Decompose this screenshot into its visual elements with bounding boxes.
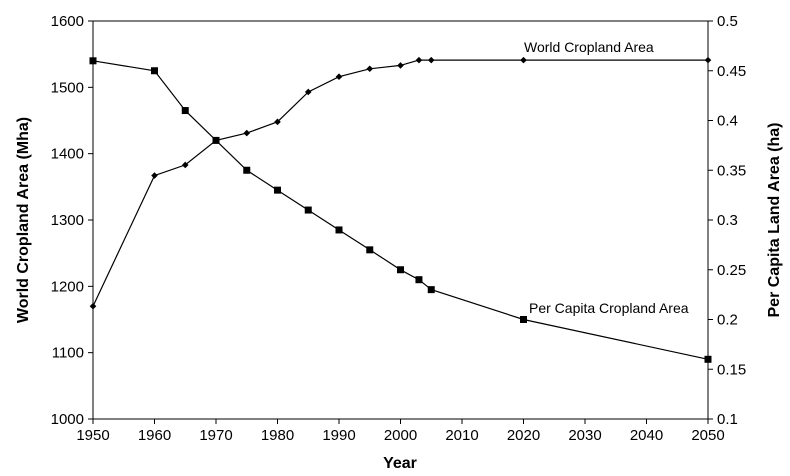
data-point-diamond bbox=[427, 56, 435, 64]
y2-tick-label: 0.1 bbox=[717, 411, 738, 428]
y-axis-title: World Cropland Area (Mha) bbox=[15, 117, 32, 323]
data-point-diamond bbox=[181, 161, 189, 169]
y2-tick-label: 0.2 bbox=[717, 312, 738, 329]
y2-tick-label: 0.5 bbox=[717, 13, 738, 30]
data-point-diamond bbox=[397, 62, 404, 69]
data-point-diamond bbox=[274, 118, 281, 126]
tick-marks bbox=[88, 20, 713, 424]
data-point-diamond bbox=[704, 56, 712, 64]
series-label-world-cropland: World Cropland Area bbox=[524, 39, 654, 55]
y2-tick-label: 0.45 bbox=[717, 63, 746, 80]
data-point-square bbox=[151, 67, 158, 75]
y-tick-label: 1400 bbox=[51, 146, 84, 163]
y2-tick-label: 0.4 bbox=[717, 113, 738, 130]
x-tick-label: 2000 bbox=[384, 427, 417, 444]
data-point-diamond bbox=[304, 88, 312, 96]
x-tick-label: 1970 bbox=[199, 427, 232, 444]
y2-tick-label: 0.25 bbox=[717, 262, 746, 279]
data-point-square bbox=[520, 316, 527, 323]
y2-tick-label: 0.35 bbox=[717, 162, 746, 179]
series-markers bbox=[89, 56, 712, 363]
data-point-square bbox=[704, 355, 712, 363]
data-point-square bbox=[335, 226, 343, 234]
y-tick-label: 1200 bbox=[51, 278, 84, 295]
data-point-diamond bbox=[335, 73, 343, 81]
data-point-square bbox=[212, 136, 220, 144]
x-tick-label: 2010 bbox=[445, 427, 478, 444]
y-tick-label: 1500 bbox=[51, 79, 84, 96]
y-tick-label: 1000 bbox=[51, 411, 84, 428]
data-point-square bbox=[397, 266, 404, 274]
data-point-square bbox=[181, 107, 189, 115]
series-label-per-capita: Per Capita Cropland Area bbox=[529, 300, 689, 316]
x-tick-label: 2040 bbox=[630, 427, 663, 444]
x-tick-label: 1980 bbox=[261, 427, 294, 444]
data-point-square bbox=[89, 57, 97, 65]
data-point-diamond bbox=[151, 172, 158, 179]
x-tick-label: 1960 bbox=[138, 427, 171, 444]
x-tick-label: 2020 bbox=[507, 427, 540, 444]
data-point-diamond bbox=[89, 302, 97, 310]
data-point-square bbox=[304, 206, 312, 214]
x-tick-label: 1950 bbox=[76, 427, 109, 444]
data-point-diamond bbox=[366, 65, 374, 73]
data-point-square bbox=[415, 276, 423, 284]
x-tick-label: 1990 bbox=[322, 427, 355, 444]
data-point-square bbox=[366, 246, 374, 254]
tick-labels: 1950 1960 1970 1980 1990 2000 2010 2020 2030 2040… bbox=[51, 13, 747, 444]
data-point-diamond bbox=[520, 56, 527, 64]
plot-area bbox=[92, 20, 709, 420]
data-point-diamond bbox=[415, 56, 423, 64]
y2-axis-title: Per Capita Land Area (ha) bbox=[766, 122, 783, 317]
x-tick-label: 2050 bbox=[691, 427, 724, 444]
y-tick-label: 1100 bbox=[52, 345, 84, 362]
y2-tick-label: 0.3 bbox=[717, 212, 738, 229]
x-axis-title: Year bbox=[383, 455, 417, 472]
data-point-square bbox=[427, 286, 435, 294]
y-tick-label: 1600 bbox=[51, 13, 84, 30]
data-point-square bbox=[274, 186, 281, 194]
y-tick-label: 1300 bbox=[51, 212, 84, 229]
x-tick-label: 2030 bbox=[568, 427, 601, 444]
data-point-diamond bbox=[243, 129, 251, 137]
y2-tick-label: 0.15 bbox=[717, 361, 746, 378]
data-point-square bbox=[243, 166, 251, 174]
